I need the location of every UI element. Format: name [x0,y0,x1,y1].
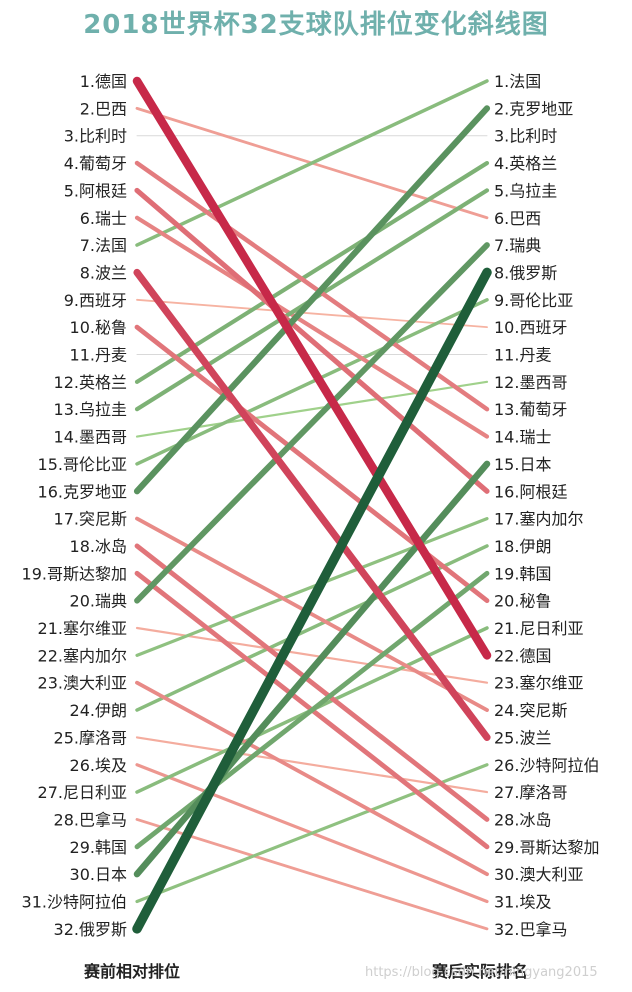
slope-line-克罗地亚 [133,105,491,495]
left-label: 4.葡萄牙 [64,154,127,173]
slope-line-冰岛 [134,543,490,822]
left-label: 10.秘鲁 [70,318,127,337]
right-label: 2.克罗地亚 [494,99,573,118]
right-label: 21.尼日利亚 [494,619,583,638]
right-labels: 1.法国 2.克罗地亚 3.比利时 4.英格兰 5.乌拉圭 6.巴西 7.瑞典 8.俄罗斯 9.… [494,72,599,939]
slope-line-塞尔维亚 [135,626,489,684]
left-label: 28.巴拿马 [54,810,127,829]
right-label: 32.巴拿马 [494,920,567,939]
left-label: 11.丹麦 [70,346,127,365]
left-label: 2.巴西 [80,99,127,118]
slope-line-瑞典 [134,242,490,604]
left-label: 23.澳大利亚 [38,674,127,693]
right-label: 12.墨西哥 [494,373,567,392]
left-label: 9.西班牙 [64,291,127,310]
right-label: 20.秘鲁 [494,592,551,611]
slope-line-沙特阿拉伯 [135,763,489,904]
left-axis-label: 赛前相对排位 [84,962,181,981]
left-label: 15.哥伦比亚 [38,455,127,474]
right-label: 19.韩国 [494,564,551,583]
right-label: 25.波兰 [494,728,551,747]
left-label: 30.日本 [70,865,127,884]
left-label: 26.埃及 [70,756,127,775]
slope-line-墨西哥 [135,380,489,438]
left-label: 24.伊朗 [70,701,127,720]
right-label: 27.摩洛哥 [494,783,567,802]
right-axis-label: 赛后实际排名 [432,962,529,981]
right-label: 26.沙特阿拉伯 [494,756,599,775]
slope-line-澳大利亚 [135,680,489,877]
left-label: 1.德国 [80,72,127,91]
slope-line-德国 [132,76,492,660]
slope-line-日本 [133,460,491,878]
right-label: 30.澳大利亚 [494,865,583,884]
left-label: 7.法国 [80,236,127,255]
right-label: 4.英格兰 [494,154,557,173]
left-label: 32.俄罗斯 [54,920,127,939]
left-label: 5.阿根廷 [64,181,127,200]
left-label: 19.哥斯达黎加 [22,564,127,583]
right-label: 31.埃及 [494,893,551,912]
slope-line-瑞士 [134,215,490,439]
left-label: 3.比利时 [64,127,127,146]
right-label: 16.阿根廷 [494,482,567,501]
right-label: 17.塞内加尔 [494,510,583,529]
left-label: 14.墨西哥 [54,428,127,447]
right-label: 22.德国 [494,646,551,665]
slope-line-突尼斯 [135,516,489,712]
right-label: 1.法国 [494,72,541,91]
slope-line-西班牙 [136,298,488,329]
left-label: 17.突尼斯 [54,510,127,529]
left-label: 29.韩国 [70,838,127,857]
left-label: 18.冰岛 [70,537,127,556]
left-label: 6.瑞士 [80,209,127,228]
left-label: 13.乌拉圭 [54,400,127,419]
left-label: 8.波兰 [80,263,127,282]
watermark: https://blog.csdn.net/ningyang2015 [365,965,598,980]
slope-line-摩洛哥 [135,736,489,794]
left-label: 31.沙特阿拉伯 [22,893,127,912]
slope-line-葡萄牙 [134,160,490,412]
slope-line-阿根廷 [134,187,490,494]
slope-line-伊朗 [135,544,489,712]
right-label: 3.比利时 [494,127,557,146]
right-label: 11.丹麦 [494,346,551,365]
slope-line-巴拿马 [135,818,489,931]
left-label: 20.瑞典 [70,592,127,611]
right-label: 9.哥伦比亚 [494,291,573,310]
left-label: 12.英格兰 [54,373,127,392]
right-label: 18.伊朗 [494,537,551,556]
right-label: 15.日本 [494,455,551,474]
right-label: 13.葡萄牙 [494,400,567,419]
slope-lines [132,76,492,934]
slope-line-哥伦比亚 [135,298,489,466]
right-label: 6.巴西 [494,209,541,228]
left-label: 27.尼日利亚 [38,783,127,802]
slope-line-波兰 [133,268,491,741]
left-label: 16.克罗地亚 [38,482,127,501]
left-labels: 1.德国 2.巴西 3.比利时 4.葡萄牙 5.阿根廷 6.瑞士 7.法国 8.波兰 9.西班牙… [22,72,127,939]
right-label: 5.乌拉圭 [494,181,557,200]
right-label: 23.塞尔维亚 [494,674,583,693]
chart-title: 2018世界杯32支球队排位变化斜线图 [83,10,549,40]
slope-line-法国 [135,79,489,247]
right-label: 7.瑞典 [494,236,541,255]
left-label: 25.摩洛哥 [54,728,127,747]
slope-line-英格兰 [134,160,490,384]
right-label: 24.突尼斯 [494,701,567,720]
right-label: 14.瑞士 [494,428,551,447]
left-label: 21.塞尔维亚 [38,619,127,638]
slope-line-塞内加尔 [135,517,489,657]
right-label: 28.冰岛 [494,810,551,829]
left-label: 22.塞内加尔 [38,646,127,665]
right-label: 29.哥斯达黎加 [494,838,599,857]
right-label: 10.西班牙 [494,318,567,337]
right-label: 8.俄罗斯 [494,263,557,282]
slope-line-俄罗斯 [132,267,492,934]
